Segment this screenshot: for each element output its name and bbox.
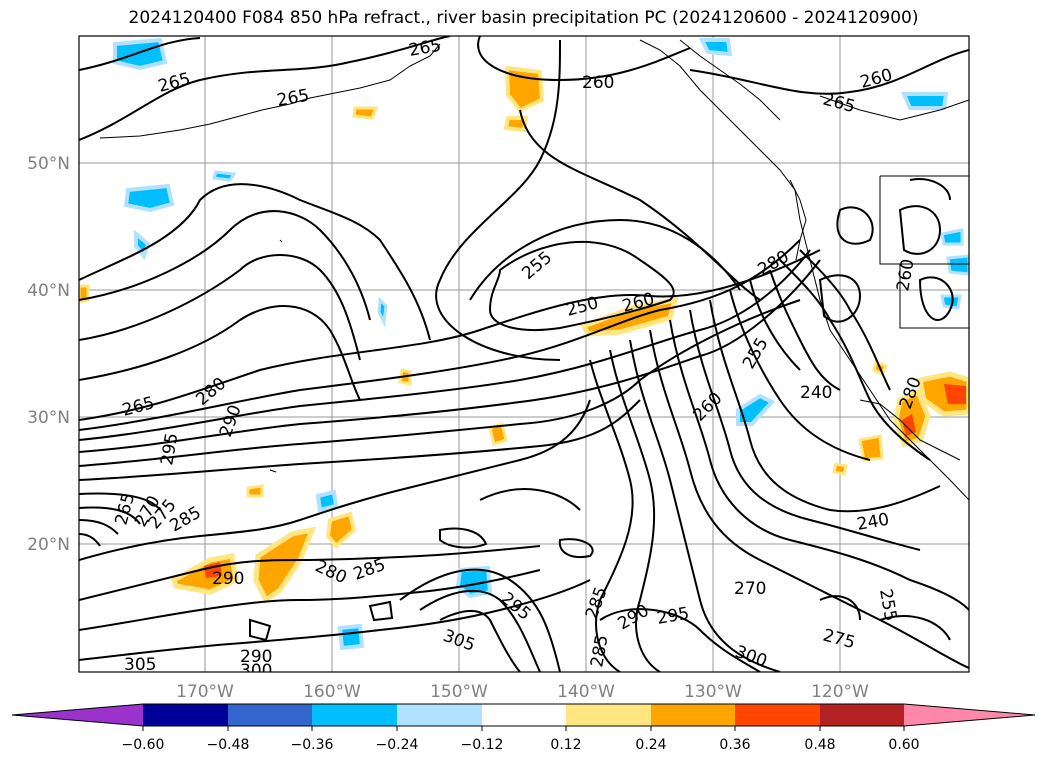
- lon-label-150w: 150°W: [430, 682, 488, 702]
- lon-label-130w: 130°W: [684, 682, 742, 702]
- colorbar-tick-label: 0.12: [550, 737, 581, 753]
- refractivity-contours: [79, 36, 969, 672]
- colorbar-segment: [12, 704, 143, 726]
- colorbar-segment: [397, 704, 482, 726]
- contour-label: 305: [124, 655, 156, 675]
- precip-blob: [134, 229, 151, 261]
- coastlines: [99, 39, 969, 501]
- precip-blob: [315, 489, 339, 513]
- precip-blob: [940, 294, 962, 310]
- colorbar-segment: [904, 704, 1035, 726]
- precip-blob: [858, 434, 884, 462]
- map-title: 2024120400 F084 850 hPa refract., river …: [128, 8, 919, 28]
- precip-blob: [902, 414, 916, 436]
- precip-blob: [503, 116, 529, 133]
- precip-blob: [940, 228, 964, 246]
- contour-label: 290: [212, 569, 244, 589]
- precip-blob: [211, 170, 237, 182]
- colorbar: −0.60 −0.48 −0.36 −0.24 −0.12 0.12 0.24 …: [11, 703, 1036, 753]
- precip-blob: [698, 38, 733, 57]
- colorbar-segment: [312, 704, 397, 726]
- colorbar-segment: [482, 704, 566, 726]
- colorbar-tick-label: 0.48: [804, 737, 835, 753]
- contour-label: 270: [734, 579, 766, 599]
- lon-label-160w: 160°W: [303, 682, 361, 702]
- contour-label: 260: [582, 73, 614, 93]
- contour-label: 240: [800, 383, 832, 403]
- map-frame: [78, 35, 970, 673]
- colorbar-tick-label: 0.24: [635, 737, 666, 753]
- colorbar-segment: [651, 704, 735, 726]
- colorbar-tick-label: −0.48: [207, 737, 250, 753]
- colorbar-tick-label: −0.12: [461, 737, 504, 753]
- precip-blob: [123, 183, 175, 213]
- precip-blob: [113, 37, 168, 71]
- lon-label-120w: 120°W: [811, 682, 869, 702]
- colorbar-tick-marks: [142, 726, 905, 731]
- lon-label-170w: 170°W: [176, 682, 234, 702]
- contour-label: 290: [240, 647, 272, 667]
- precip-shading: [79, 37, 969, 651]
- lat-label-40n: 40°N: [27, 281, 70, 301]
- colorbar-tick-label: 0.36: [719, 737, 750, 753]
- lat-label-50n: 50°N: [27, 154, 70, 174]
- colorbar-segment: [820, 704, 904, 726]
- colorbar-segment: [566, 704, 651, 726]
- precip-blob: [455, 565, 493, 599]
- colorbar-tick-label: 0.60: [888, 737, 919, 753]
- precip-blob: [253, 526, 317, 604]
- precip-blob: [736, 393, 776, 426]
- lat-label-30n: 30°N: [27, 408, 70, 428]
- graticule: [79, 36, 969, 672]
- precip-blob: [944, 384, 966, 404]
- colorbar-tick-label: −0.36: [291, 737, 334, 753]
- colorbar-segment: [228, 704, 312, 726]
- lon-label-140w: 140°W: [557, 682, 615, 702]
- colorbar-segment: [735, 704, 820, 726]
- lat-label-20n: 20°N: [27, 535, 70, 555]
- precip-blob: [900, 92, 949, 110]
- contour-label: 300: [240, 661, 272, 681]
- precip-blob: [377, 296, 388, 328]
- precip-blob: [832, 462, 848, 476]
- precip-blob: [337, 623, 365, 651]
- colorbar-tick-label: −0.24: [376, 737, 419, 753]
- colorbar-segment: [143, 704, 228, 726]
- precip-blob: [246, 484, 264, 498]
- precip-blob: [325, 511, 357, 549]
- precip-blob: [946, 254, 969, 276]
- precip-blob: [352, 106, 379, 120]
- colorbar-tick-label: −0.60: [122, 737, 165, 753]
